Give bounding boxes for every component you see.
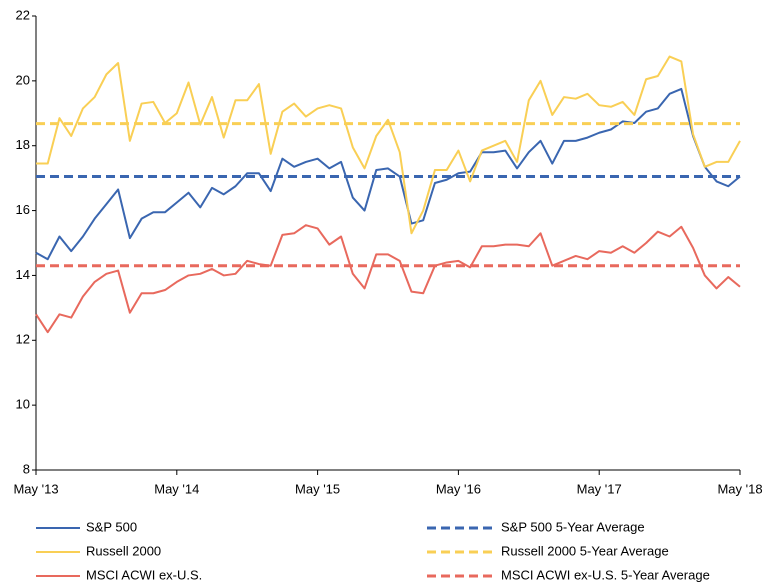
x-tick-label: May '16 <box>436 481 481 496</box>
y-tick-label: 14 <box>16 267 30 282</box>
legend-label: Russell 2000 5-Year Average <box>501 543 669 558</box>
series-line <box>35 224 741 334</box>
y-tick-label: 8 <box>23 461 30 476</box>
y-tick-label: 10 <box>16 397 30 412</box>
legend-label: Russell 2000 <box>86 543 161 558</box>
legend-label: S&P 500 <box>86 519 137 534</box>
x-tick-label: May '14 <box>154 481 199 496</box>
y-tick-label: 16 <box>16 202 30 217</box>
x-tick-label: May '17 <box>577 481 622 496</box>
series-line <box>35 87 741 261</box>
x-tick-label: May '15 <box>295 481 340 496</box>
y-tick-label: 12 <box>16 332 30 347</box>
x-tick-label: May '13 <box>13 481 58 496</box>
y-tick-label: 18 <box>16 137 30 152</box>
series-line <box>36 55 741 235</box>
legend-label: MSCI ACWI ex-U.S. <box>86 567 202 582</box>
legend-label: S&P 500 5-Year Average <box>501 519 645 534</box>
x-tick-label: May '18 <box>717 481 762 496</box>
y-tick-label: 20 <box>16 72 30 87</box>
y-tick-label: 22 <box>16 7 30 22</box>
legend-label: MSCI ACWI ex-U.S. 5-Year Average <box>501 567 710 582</box>
